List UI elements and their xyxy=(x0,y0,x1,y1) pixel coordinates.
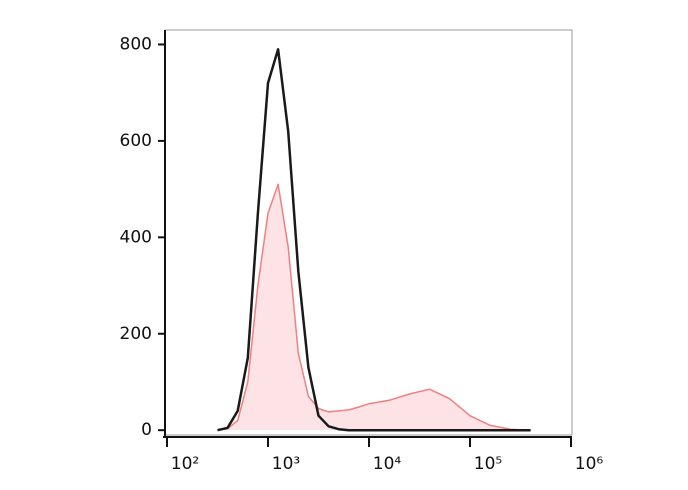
y-tick-label: 800 xyxy=(120,34,152,54)
line xyxy=(217,48,531,432)
x-tick-label: 10⁶ xyxy=(575,454,604,474)
y-tick-label: 200 xyxy=(120,324,152,344)
y-tick-label: 600 xyxy=(120,131,152,151)
x-tick-label: 10² xyxy=(171,454,199,474)
x-tick-label: 10⁵ xyxy=(474,454,502,474)
area xyxy=(217,184,531,431)
line xyxy=(217,183,531,431)
plot-frame xyxy=(164,29,573,436)
x-tick-label: 10³ xyxy=(272,454,300,474)
x-tick-label: 10⁴ xyxy=(373,454,402,474)
y-tick-label: 0 xyxy=(141,420,152,440)
y-tick-label: 400 xyxy=(120,227,152,247)
